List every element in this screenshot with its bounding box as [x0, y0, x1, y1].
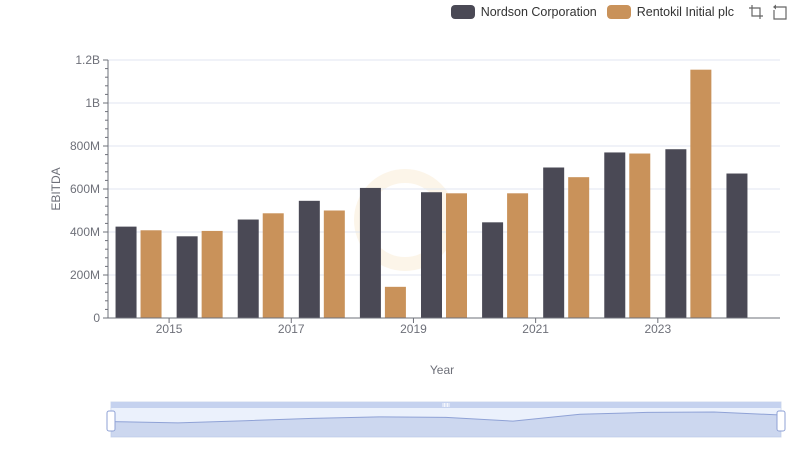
bar-rentokil-2015[interactable]: [201, 230, 223, 318]
bar-rentokil-2014[interactable]: [140, 230, 162, 318]
x-tick-label: 2023: [644, 322, 671, 336]
data-zoom-icon[interactable]: [748, 4, 764, 20]
y-tick-label: 400M: [70, 225, 100, 239]
y-tick-label: 800M: [70, 139, 100, 153]
y-tick-label: 200M: [70, 268, 100, 282]
bar-nordson-2014[interactable]: [115, 226, 137, 318]
y-tick-label: 1.2B: [75, 53, 100, 67]
bars-layer: [115, 69, 748, 319]
bar-nordson-2023[interactable]: [665, 149, 687, 318]
zoom-shadow-area: [111, 412, 781, 437]
y-tick-label: 1B: [85, 96, 100, 110]
legend-item-rentokil[interactable]: Rentokil Initial plc: [606, 5, 734, 19]
bar-nordson-2024[interactable]: [726, 173, 748, 318]
restore-icon[interactable]: [772, 4, 788, 20]
bar-nordson-2015[interactable]: [176, 236, 198, 318]
x-axis-title: Year: [430, 363, 454, 377]
bar-rentokil-2022[interactable]: [629, 153, 651, 318]
x-tick-label: 2015: [156, 322, 183, 336]
bar-nordson-2021[interactable]: [543, 167, 565, 319]
bar-rentokil-2020[interactable]: [507, 193, 529, 318]
bar-rentokil-2016[interactable]: [262, 213, 284, 318]
bar-rentokil-2023[interactable]: [690, 69, 712, 318]
axes-layer: 0 200M 400M 600M 800M 1B 1.2B 2015 2017 2019 2021 2…: [70, 53, 780, 336]
legend-swatch-nordson: [450, 5, 475, 19]
bar-nordson-2018[interactable]: [359, 187, 381, 318]
bar-rentokil-2018[interactable]: [384, 286, 406, 318]
legend-swatch-rentokil: [606, 5, 631, 19]
legend-label-nordson: Nordson Corporation: [480, 5, 597, 19]
legend-label-rentokil: Rentokil Initial plc: [636, 5, 734, 19]
bar-nordson-2020[interactable]: [482, 222, 504, 318]
data-zoom-slider[interactable]: [106, 401, 786, 438]
bar-rentokil-2019[interactable]: [446, 193, 467, 318]
y-axis-title: EBITDA: [49, 167, 63, 210]
bar-rentokil-2021[interactable]: [568, 177, 590, 318]
bar-nordson-2017[interactable]: [298, 200, 320, 318]
zoom-handle-right[interactable]: [776, 410, 786, 432]
y-tick-label: 0: [93, 311, 100, 325]
toolbox: [748, 4, 788, 20]
bar-nordson-2016[interactable]: [237, 219, 259, 318]
bar-nordson-2022[interactable]: [604, 152, 626, 318]
bar-rentokil-2017[interactable]: [323, 210, 345, 319]
legend-item-nordson[interactable]: Nordson Corporation: [450, 5, 597, 19]
x-tick-label: 2021: [522, 322, 549, 336]
bar-nordson-2019[interactable]: [421, 192, 442, 318]
y-tick-label: 600M: [70, 182, 100, 196]
zoom-shadow-line: [110, 411, 782, 424]
x-tick-label: 2017: [278, 322, 305, 336]
zoom-handle-left[interactable]: [106, 410, 116, 432]
x-tick-label: 2019: [400, 322, 427, 336]
legend: Nordson Corporation Rentokil Initial plc: [450, 4, 788, 20]
